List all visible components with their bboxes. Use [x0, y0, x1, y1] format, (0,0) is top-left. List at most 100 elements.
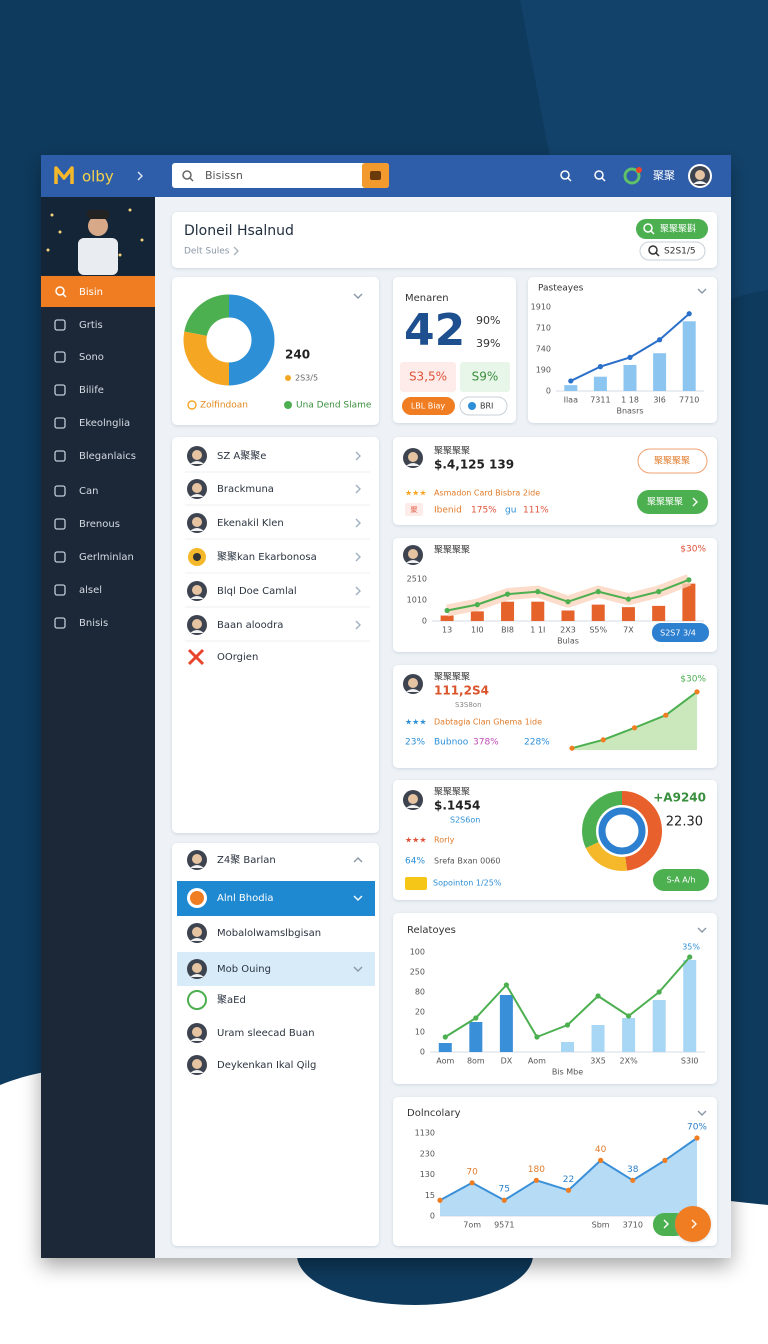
- point: [501, 1197, 507, 1203]
- primary-button[interactable]: [637, 490, 708, 514]
- bar: [591, 1025, 605, 1052]
- app-icon[interactable]: [623, 167, 641, 185]
- avatar-face: [192, 1059, 202, 1069]
- point-label: 22: [563, 1175, 574, 1185]
- amount: 111,2S4: [434, 684, 489, 698]
- chevron[interactable]: [355, 484, 361, 494]
- button-text: S-A A/h: [666, 876, 695, 885]
- chevron[interactable]: [355, 620, 361, 630]
- avatar-face: [192, 619, 202, 629]
- sidebar-item[interactable]: alsel: [79, 585, 102, 596]
- sidebar-item[interactable]: Bnisis: [79, 618, 108, 629]
- bar: [561, 610, 575, 621]
- delta: +A9240: [653, 791, 706, 805]
- chevron[interactable]: [697, 1110, 707, 1116]
- accordion-item[interactable]: Alnl Bhodia: [217, 893, 273, 904]
- blue-button[interactable]: [652, 623, 709, 642]
- avatar-face: [408, 452, 418, 462]
- chevron[interactable]: [355, 586, 361, 596]
- bar: [561, 1042, 574, 1052]
- button[interactable]: [459, 396, 508, 416]
- sidebar-icon: [54, 417, 66, 429]
- button-text: 聚聚聚聚: [654, 456, 690, 467]
- avatar-body: [190, 494, 204, 497]
- search-icon: [182, 170, 192, 180]
- point: [627, 354, 633, 360]
- list-item[interactable]: OOrgien: [217, 652, 258, 663]
- search-box[interactable]: [172, 163, 389, 188]
- accordion-item[interactable]: 聚aEd: [217, 994, 246, 1006]
- x-label: 8om: [467, 1057, 485, 1066]
- figure: 22.30: [666, 815, 703, 830]
- bar: [531, 601, 545, 621]
- sidebar-active[interactable]: [41, 276, 155, 307]
- list-item[interactable]: SZ A聚聚e: [217, 450, 266, 462]
- sidebar-item[interactable]: Grtis: [79, 320, 103, 331]
- sidebar-item[interactable]: Can: [79, 486, 98, 497]
- stat: 378%: [473, 738, 499, 748]
- stat-box: [460, 362, 510, 392]
- chevron[interactable]: [353, 857, 363, 863]
- accordion-item[interactable]: Uram sleecad Buan: [217, 1028, 315, 1039]
- chevron[interactable]: [663, 1219, 669, 1229]
- bar: [564, 385, 578, 391]
- y-label: 130: [420, 1170, 435, 1179]
- accordion-active[interactable]: [177, 881, 375, 916]
- chevron[interactable]: [353, 293, 363, 299]
- chevron[interactable]: [697, 288, 707, 294]
- fab[interactable]: [675, 1206, 711, 1242]
- sidebar-item[interactable]: Ekeolnglia: [79, 418, 130, 429]
- point: [569, 745, 575, 751]
- list-item[interactable]: Blql Doe Camlal: [217, 586, 297, 597]
- accordion-item[interactable]: Mobalolwamslbgisan: [217, 928, 321, 939]
- point: [444, 607, 450, 614]
- secondary-button[interactable]: [639, 241, 706, 261]
- y-label: 1130: [415, 1129, 435, 1138]
- chevron[interactable]: [691, 1219, 697, 1229]
- dot: [468, 402, 476, 410]
- accordion-item[interactable]: Deykenkan Ikal Qilg: [217, 1060, 316, 1071]
- chevron[interactable]: [355, 451, 361, 461]
- sidebar-item[interactable]: Brenous: [79, 519, 120, 530]
- list-item[interactable]: Ekenakil Klen: [217, 518, 284, 529]
- sidebar-item[interactable]: Gerlminlan: [79, 552, 134, 563]
- outline-button[interactable]: [637, 448, 708, 474]
- rating-text: Rorly: [434, 836, 455, 845]
- sidebar-icon: [54, 518, 66, 530]
- chevron[interactable]: [355, 518, 361, 528]
- point-label: 40: [595, 1145, 607, 1155]
- chevron[interactable]: [137, 171, 143, 181]
- donut-segment: [183, 331, 230, 386]
- sidebar-item[interactable]: Bilife: [79, 385, 104, 396]
- list-item[interactable]: Brackmuna: [217, 484, 274, 495]
- sidebar-item[interactable]: Bisin: [79, 287, 103, 298]
- annotation: 35%: [682, 943, 700, 952]
- button[interactable]: [402, 397, 455, 415]
- sidebar-item[interactable]: Sono: [79, 352, 104, 363]
- accordion-item[interactable]: Z4聚 Barlan: [217, 854, 276, 866]
- chevron[interactable]: [355, 552, 361, 562]
- list-item[interactable]: 聚聚kan Ekarbonosa: [217, 551, 317, 563]
- tag-box: [405, 503, 423, 516]
- brand: olby: [82, 168, 114, 186]
- primary-button[interactable]: [653, 869, 709, 891]
- chevron[interactable]: [692, 497, 698, 507]
- accordion-hover[interactable]: [177, 952, 375, 986]
- button-text: 聚聚聚斟: [660, 223, 696, 235]
- stat-text: Srefa Bxan 0060: [434, 857, 500, 866]
- chevron[interactable]: [697, 927, 707, 933]
- chevron[interactable]: [233, 246, 239, 256]
- point: [694, 1135, 700, 1141]
- point: [503, 982, 509, 988]
- bar: [469, 1022, 483, 1052]
- rating: ★★★: [405, 718, 427, 727]
- sidebar-item[interactable]: Bleganlaics: [79, 451, 136, 462]
- chevron[interactable]: [353, 966, 363, 972]
- photo-light: [128, 208, 132, 212]
- list-item[interactable]: Baan aloodra: [217, 620, 283, 631]
- chevron[interactable]: [353, 895, 363, 901]
- dot: [285, 375, 291, 381]
- avatar-face: [192, 854, 202, 864]
- accordion-item[interactable]: Mob Ouing: [217, 964, 271, 975]
- x-label: 13: [442, 626, 452, 635]
